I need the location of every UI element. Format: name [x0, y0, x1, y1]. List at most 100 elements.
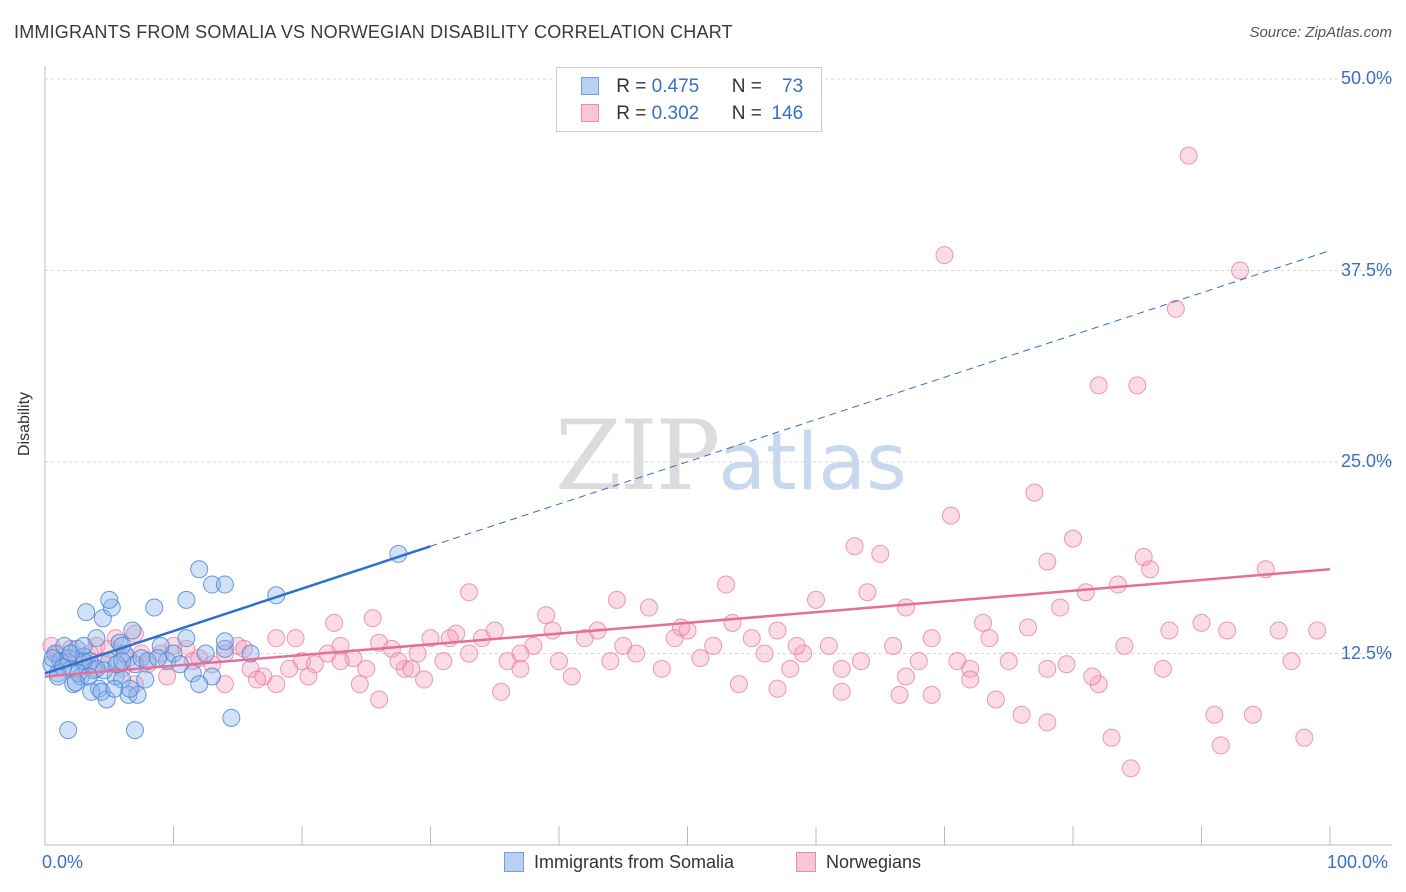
- data-point-norwegians: [1083, 667, 1102, 686]
- data-point-norwegians: [395, 659, 414, 678]
- data-point-norwegians: [832, 659, 851, 678]
- data-point-somalia: [177, 629, 196, 648]
- data-point-somalia: [136, 670, 155, 689]
- data-point-norwegians: [357, 659, 376, 678]
- y-tick-label: 37.5%: [1340, 259, 1392, 280]
- legend-n-label: N =: [731, 103, 768, 124]
- data-point-norwegians: [331, 652, 350, 671]
- data-point-norwegians: [408, 644, 427, 663]
- correlation-legend: R = 0.475 N = 73 R = 0.302 N = 146: [556, 67, 822, 132]
- data-point-norwegians: [1051, 598, 1070, 617]
- legend-row-norwegians: R = 0.302 N = 146: [581, 103, 803, 125]
- data-point-norwegians: [1089, 675, 1108, 694]
- data-point-norwegians: [434, 652, 453, 671]
- data-point-somalia: [138, 652, 157, 671]
- data-point-norwegians: [1038, 552, 1057, 571]
- data-point-norwegians: [909, 652, 928, 671]
- bottom-legend-label-somalia: Immigrants from Somalia: [534, 852, 735, 872]
- data-point-norwegians: [543, 621, 562, 640]
- data-point-norwegians: [961, 659, 980, 678]
- data-point-norwegians: [884, 636, 903, 655]
- data-point-norwegians: [691, 649, 710, 668]
- data-point-norwegians: [267, 629, 286, 648]
- data-point-somalia: [113, 652, 132, 671]
- data-point-norwegians: [485, 621, 504, 640]
- data-point-norwegians: [415, 670, 434, 689]
- data-point-norwegians: [974, 613, 993, 632]
- data-point-norwegians: [235, 639, 254, 658]
- data-point-norwegians: [768, 679, 787, 698]
- trend-line-somalia-extension: [430, 250, 1331, 547]
- trend-lines: [44, 250, 1331, 678]
- data-point-norwegians: [922, 629, 941, 648]
- data-point-somalia: [215, 639, 234, 658]
- data-point-norwegians: [125, 624, 144, 643]
- data-point-norwegians: [607, 590, 626, 609]
- data-point-norwegians: [1089, 376, 1108, 395]
- data-point-norwegians: [890, 685, 909, 704]
- data-point-norwegians: [1038, 659, 1057, 678]
- data-point-norwegians: [492, 682, 511, 701]
- data-point-norwegians: [652, 659, 671, 678]
- data-point-norwegians: [562, 667, 581, 686]
- data-point-norwegians: [980, 629, 999, 648]
- data-point-somalia: [215, 575, 234, 594]
- data-point-somalia: [149, 649, 168, 668]
- data-point-norwegians: [1064, 529, 1082, 548]
- data-point-norwegians: [267, 675, 286, 694]
- data-point-norwegians: [350, 675, 369, 694]
- data-point-norwegians: [537, 606, 556, 625]
- data-point-norwegians: [717, 575, 736, 594]
- y-tick-label: 50.0%: [1340, 68, 1392, 88]
- data-point-norwegians: [896, 667, 915, 686]
- watermark: ZIPatlas: [555, 400, 907, 512]
- data-point-somalia: [177, 590, 196, 609]
- data-point-norwegians: [1108, 575, 1127, 594]
- data-point-norwegians: [935, 246, 954, 265]
- y-tick-label: 25.0%: [1340, 451, 1392, 471]
- data-point-norwegians: [1308, 621, 1327, 640]
- data-point-norwegians: [845, 537, 864, 556]
- data-point-norwegians: [158, 667, 177, 686]
- data-point-norwegians: [1012, 705, 1031, 724]
- data-point-norwegians: [768, 621, 787, 640]
- data-point-norwegians: [896, 598, 915, 617]
- y-tick-label: 12.5%: [1340, 642, 1392, 663]
- data-point-norwegians: [807, 590, 825, 609]
- bottom-legend-norwegians: Norwegians: [796, 852, 921, 873]
- data-point-somalia: [100, 590, 119, 609]
- y-axis-label: Disability: [16, 391, 33, 456]
- data-point-norwegians: [1128, 376, 1147, 395]
- data-point-norwegians: [742, 629, 761, 648]
- data-point-norwegians: [460, 644, 479, 663]
- data-point-norwegians: [286, 629, 305, 648]
- data-point-norwegians: [672, 618, 691, 637]
- data-point-somalia: [215, 632, 234, 651]
- legend-swatch-somalia: [581, 77, 599, 95]
- data-point-norwegians: [1076, 583, 1095, 602]
- data-point-norwegians: [639, 598, 658, 617]
- data-point-norwegians: [511, 644, 530, 663]
- data-point-norwegians: [986, 690, 1005, 709]
- data-point-somalia: [43, 649, 62, 668]
- data-point-somalia: [123, 621, 142, 640]
- watermark-zip: ZIP: [555, 400, 720, 512]
- data-point-norwegians: [1218, 621, 1237, 640]
- data-point-somalia: [120, 679, 139, 698]
- data-point-norwegians: [1121, 759, 1140, 778]
- data-point-norwegians: [331, 636, 350, 655]
- legend-row-somalia: R = 0.475 N = 73: [581, 76, 803, 98]
- data-point-norwegians: [1295, 728, 1314, 747]
- data-point-norwegians: [511, 659, 530, 678]
- data-point-norwegians: [961, 670, 980, 689]
- data-point-norwegians: [1243, 705, 1262, 724]
- source-label: Source: ZipAtlas.com: [1249, 24, 1392, 41]
- data-point-norwegians: [755, 644, 774, 663]
- data-point-norwegians: [1282, 652, 1301, 671]
- legend-r-label: R =: [616, 76, 652, 97]
- data-point-norwegians: [781, 659, 800, 678]
- data-point-norwegians: [1057, 655, 1076, 674]
- data-point-norwegians: [248, 670, 267, 689]
- data-point-norwegians: [550, 652, 568, 671]
